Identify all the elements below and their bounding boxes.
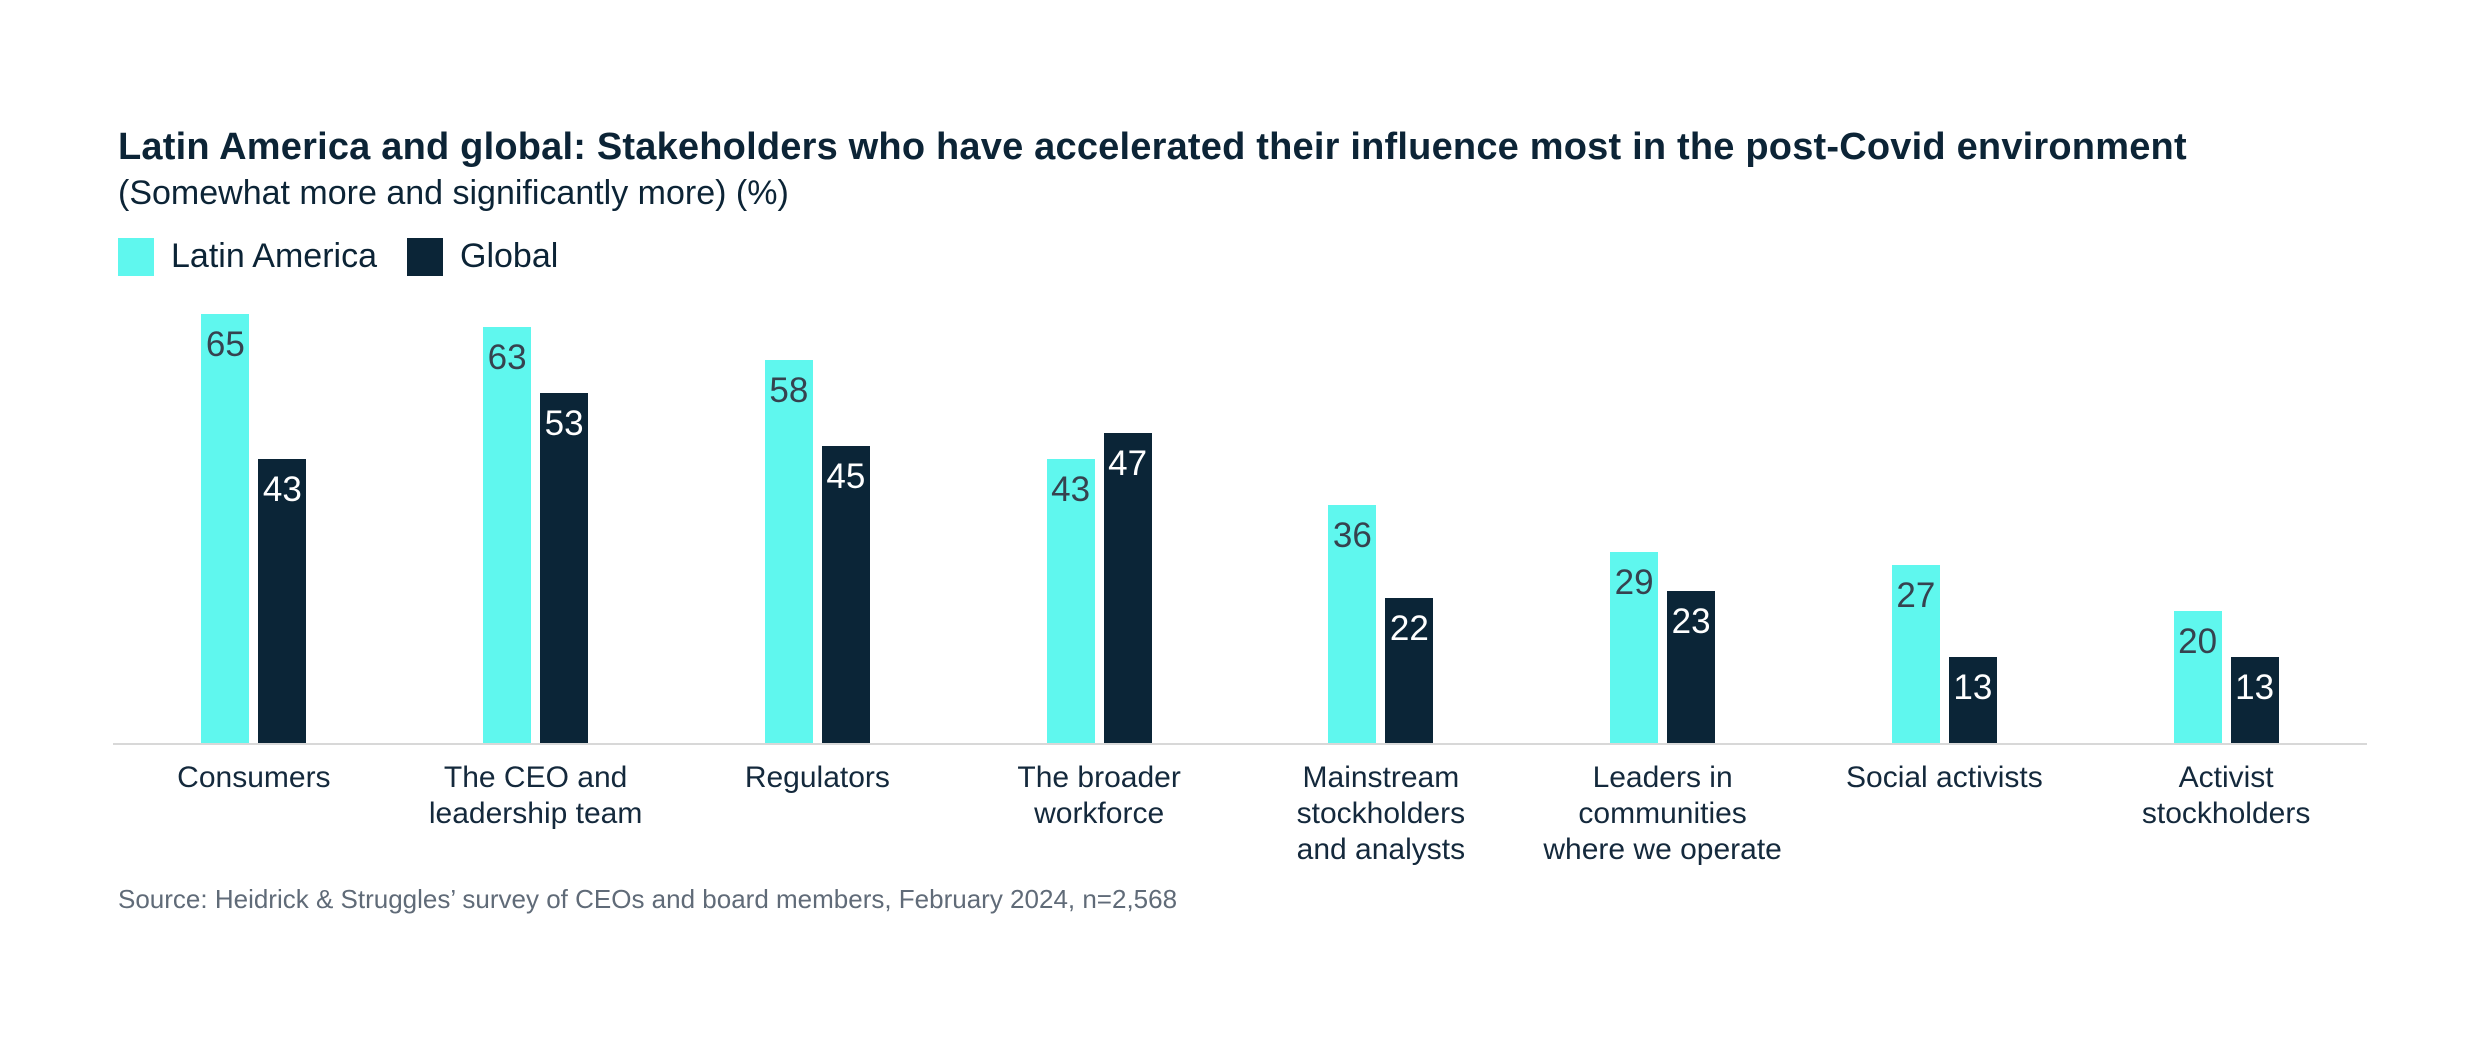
bar-latin-america: 43	[1046, 459, 1095, 743]
bar-value-label: 29	[1614, 563, 1654, 602]
bar-global: 53	[540, 393, 589, 743]
bar-value-label: 58	[769, 371, 809, 410]
bar-group: 63 53	[395, 313, 677, 743]
bar-group: 29 23	[1522, 313, 1804, 743]
bar-global: 13	[1948, 657, 1997, 743]
bar-value-label: 20	[2178, 622, 2218, 661]
bar-group: 27 13	[1804, 313, 2086, 743]
bar-value-label: 43	[262, 470, 302, 509]
bar-value-label: 22	[1389, 609, 1429, 648]
category-label: Regulators	[744, 761, 890, 794]
category-label: Consumers	[177, 761, 331, 794]
bar-value-label: 27	[1896, 576, 1936, 615]
bar-group: 36 22	[1240, 313, 1522, 743]
chart-subtitle: (Somewhat more and significantly more) (…	[118, 174, 789, 212]
bar-global: 45	[821, 446, 870, 743]
bar-global: 13	[2230, 657, 2279, 743]
bar-latin-america: 63	[483, 327, 532, 743]
bar-latin-america: 27	[1891, 565, 1940, 743]
bar-group: 43 47	[958, 313, 1240, 743]
legend-swatch-latin-america	[118, 237, 154, 276]
bar-global: 23	[1667, 591, 1716, 743]
legend-item-global: Global	[407, 237, 558, 276]
bar-latin-america: 65	[201, 314, 250, 743]
bar-latin-america: 58	[764, 360, 813, 743]
category-label: Leaders in communities where we operate	[1543, 761, 1782, 866]
bar-latin-america: 29	[1610, 552, 1659, 743]
category-label: Social activists	[1846, 761, 2043, 794]
bar-value-label: 53	[544, 404, 584, 443]
legend-swatch-global	[407, 237, 443, 276]
category-label: The broader workforce	[1017, 761, 1181, 830]
category-label: The CEO and leadership team	[428, 761, 643, 830]
bar-global: 43	[258, 459, 307, 743]
bar-group: 58 45	[677, 313, 959, 743]
bar-global: 22	[1385, 598, 1434, 743]
bar-value-label: 13	[1953, 668, 1993, 707]
bar-value-label: 63	[487, 338, 527, 377]
bar-value-label: 13	[2235, 668, 2275, 707]
bar-value-label: 36	[1332, 516, 1372, 555]
source-note: Source: Heidrick & Struggles’ survey of …	[118, 884, 1178, 914]
bar-value-label: 47	[1108, 444, 1148, 483]
category-label: Mainstream stockholders and analysts	[1296, 761, 1466, 866]
bar-value-label: 43	[1051, 470, 1091, 509]
legend: Latin America Global	[118, 237, 558, 276]
bar-value-label: 23	[1671, 602, 1711, 641]
bar-value-label: 65	[205, 325, 245, 364]
legend-label-latin-america: Latin America	[171, 237, 377, 275]
category-label: Activist stockholders	[2141, 761, 2311, 830]
bar-global: 47	[1103, 433, 1152, 743]
plot-area: 65 43 63 53 58 45 43 47 36 22 29 23 27 13 20 13	[113, 313, 2367, 745]
category-labels: Consumers The CEO and leadership team Regu…	[113, 760, 2367, 868]
bar-group: 20 13	[2085, 313, 2367, 743]
chart-title: Latin America and global: Stakeholders w…	[118, 126, 2187, 168]
legend-label-global: Global	[460, 237, 559, 275]
bar-value-label: 45	[826, 457, 866, 496]
bar-group: 65 43	[113, 313, 395, 743]
legend-item-latin-america: Latin America	[118, 237, 377, 276]
bar-latin-america: 20	[2173, 611, 2222, 743]
bar-latin-america: 36	[1328, 505, 1377, 743]
